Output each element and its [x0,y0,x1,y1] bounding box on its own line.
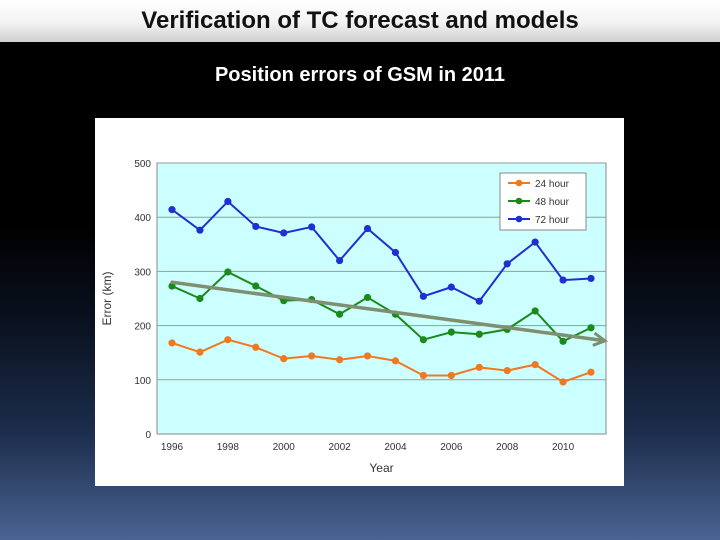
data-point [168,339,176,347]
legend-marker [515,215,523,223]
series-line-48-hour [171,270,592,343]
data-point [336,256,344,265]
data-point [168,206,176,214]
data-point [308,223,316,231]
data-point [336,356,344,364]
y-tick-label: 300 [134,267,151,278]
data-point [587,324,595,332]
legend-label: 24 hour [535,179,570,190]
legend-label: 72 hour [535,215,570,226]
x-axis-label: Year [369,461,393,475]
chart-frame: 0 100 200 300 400 500 1996 1998 2000 2002 2004 2006… [95,118,624,486]
data-point [363,224,372,233]
data-point [447,328,455,336]
data-point [587,368,595,376]
data-point [531,361,539,369]
data-point [196,348,204,356]
data-point [447,283,455,291]
data-point [252,282,260,290]
y-tick-label: 200 [134,322,151,333]
data-point [559,276,567,284]
data-point [363,352,372,360]
data-point [531,307,539,315]
data-point [391,248,400,257]
data-point [559,378,567,386]
x-tick-label: 2004 [384,442,407,453]
data-point [559,337,567,345]
data-point [224,336,232,344]
data-point [503,366,511,375]
data-point [447,371,455,380]
data-point [419,336,427,344]
data-point [280,229,288,237]
trend-arrow-head [592,331,609,347]
legend-label: 48 hour [535,197,570,208]
y-tick-label: 400 [134,213,151,224]
data-point [363,293,372,302]
data-point [419,292,427,300]
data-point [252,222,260,231]
slide-title-bar: Verification of TC forecast and models [0,0,720,42]
data-point [475,363,483,371]
data-point [531,238,539,246]
data-point [196,226,204,234]
x-tick-label: 2010 [552,442,575,453]
data-point [503,260,511,268]
data-point [308,352,316,360]
legend-marker [515,197,523,205]
data-point [252,343,260,351]
x-tick-label: 1998 [217,442,240,453]
slide-title: Verification of TC forecast and models [141,7,579,34]
x-tick-label: 2008 [496,442,519,453]
data-point [196,294,204,303]
slide-subtitle: Position errors of GSM in 2011 [214,64,506,86]
data-point [587,274,595,283]
data-point [280,355,288,363]
data-point [475,297,483,305]
x-tick-label: 1996 [161,442,184,453]
x-tick-label: 2002 [328,442,351,453]
legend-marker [515,179,523,187]
series-line-72-hour [171,200,592,303]
y-tick-label: 100 [134,376,151,387]
x-tick-label: 2000 [273,442,296,453]
data-point [391,357,400,365]
series-line-24-hour [171,338,592,384]
y-tick-label: 500 [134,159,151,170]
data-point [224,197,232,206]
data-point [475,330,483,338]
data-point [224,268,232,276]
x-tick-label: 2006 [440,442,463,453]
trend-arrow-line [170,280,607,343]
y-axis-label: Error (km) [100,272,114,326]
data-point [336,310,344,318]
line-chart: 0 100 200 300 400 500 1996 1998 2000 2002 2004 2006… [100,159,609,475]
y-tick-label: 0 [145,430,151,441]
data-point [419,371,427,380]
